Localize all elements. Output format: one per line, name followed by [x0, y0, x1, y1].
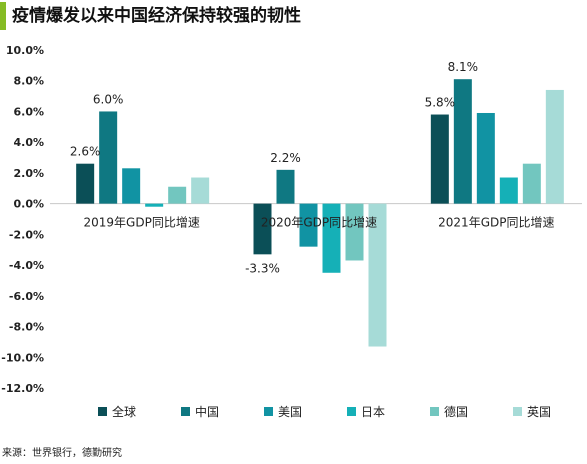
y-tick-label: -2.0%	[9, 228, 44, 241]
legend-swatch-英国	[513, 407, 522, 416]
bar-中国-0	[99, 111, 118, 204]
bar-chart: 10.0% 8.0% 6.0% 4.0% 2.0% 0.0% -2.0% -4.0% -6.0%…	[1, 44, 582, 419]
category-label: 2020年GDP同比增速	[261, 216, 377, 230]
legend-label-美国: 美国	[278, 405, 302, 419]
y-tick-label: 0.0%	[13, 198, 44, 211]
legend-swatch-全球	[98, 407, 107, 416]
chart-title: 疫情爆发以来中国经济保持较强的韧性	[12, 6, 301, 26]
bar-英国-1	[368, 203, 387, 347]
data-label: 5.8%	[425, 96, 456, 110]
data-label: 6.0%	[93, 92, 124, 106]
y-tick-label: -8.0%	[9, 321, 44, 334]
bar-中国-2	[453, 79, 472, 204]
legend-label-全球: 全球	[112, 404, 136, 419]
legend-label-德国: 德国	[444, 404, 468, 419]
bar-德国-2	[522, 163, 541, 204]
y-tick-label: 8.0%	[13, 75, 44, 88]
bar-日本-2	[499, 177, 518, 204]
y-tick-label: 2.0%	[13, 167, 44, 180]
legend-swatch-日本	[347, 407, 356, 416]
source-note: 来源：世界银行，德勤研究	[2, 448, 122, 459]
legend-label-英国: 英国	[527, 405, 551, 419]
y-tick-label: -12.0%	[1, 382, 44, 395]
bar-英国-2	[545, 89, 564, 204]
legend-label-日本: 日本	[361, 405, 385, 419]
bar-日本-0	[145, 203, 164, 207]
title-accent-bar	[0, 2, 6, 30]
legend-swatch-德国	[430, 407, 439, 416]
bar-中国-1	[276, 169, 295, 204]
y-tick-label: -10.0%	[1, 351, 44, 364]
bar-全球-0	[76, 163, 95, 204]
bar-德国-0	[168, 186, 187, 204]
bar-美国-1	[299, 203, 318, 247]
y-tick-label: 6.0%	[13, 105, 44, 118]
legend-label-中国: 中国	[195, 404, 219, 419]
data-label: 8.1%	[448, 60, 479, 74]
bar-日本-1	[322, 203, 341, 273]
data-label: 2.6%	[70, 145, 101, 159]
bar-美国-2	[476, 112, 495, 204]
bar-全球-2	[430, 114, 449, 204]
bar-英国-0	[191, 177, 210, 204]
y-tick-label: 4.0%	[13, 136, 44, 149]
y-tick-label: -4.0%	[9, 259, 44, 272]
category-label: 2019年GDP同比增速	[84, 216, 200, 230]
data-label: -3.3%	[245, 261, 280, 275]
y-tick-label: -6.0%	[9, 290, 44, 303]
bar-美国-0	[122, 168, 141, 204]
category-label: 2021年GDP同比增速	[438, 216, 554, 230]
bar-德国-1	[345, 203, 364, 261]
data-label: 2.2%	[270, 151, 301, 165]
y-tick-label: 10.0%	[6, 44, 44, 57]
bar-全球-1	[253, 203, 272, 255]
legend-swatch-美国	[264, 407, 273, 416]
legend-swatch-中国	[181, 407, 190, 416]
